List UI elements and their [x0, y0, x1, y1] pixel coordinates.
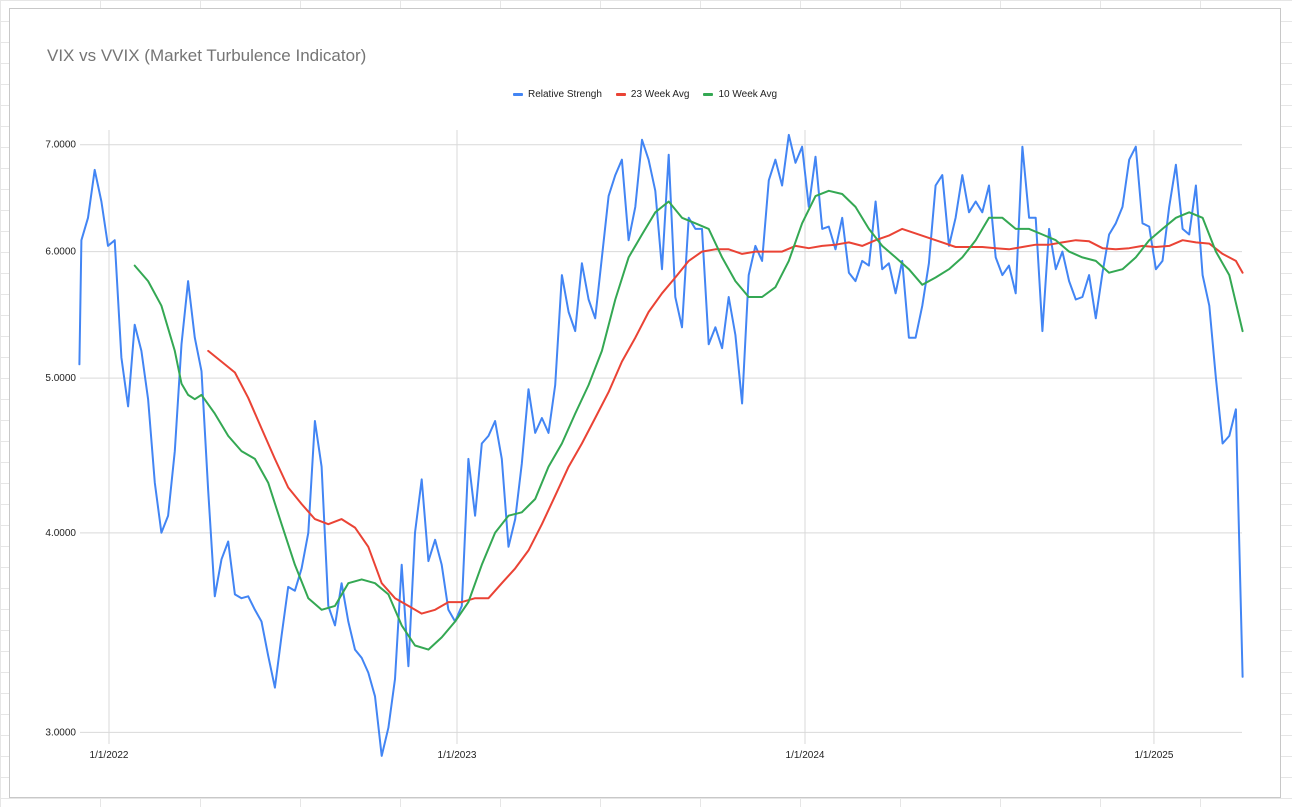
y-tick-label: 4.0000	[45, 528, 76, 539]
series-line-23-week-avg	[207, 227, 1244, 615]
legend-item-relative-strength: Relative Strengh	[512, 89, 602, 100]
x-tick-label: 1/1/2024	[786, 750, 825, 761]
chart-title: VIX vs VVIX (Market Turbulence Indicator…	[47, 46, 367, 65]
y-tick-label: 5.0000	[45, 373, 76, 384]
legend-item-23-week-avg: 23 Week Avg	[615, 89, 690, 100]
legend-swatch-10-week-avg	[703, 93, 714, 96]
chart-plot: 3.0000 4.0000 5.0000 6.0000 7.0000 1/1/2022 1/…	[45, 130, 1244, 761]
y-tick-label: 3.0000	[45, 727, 76, 738]
series-line-10-week-avg	[133, 189, 1244, 651]
legend-swatch-relative-strength	[512, 93, 523, 96]
y-tick-label: 7.0000	[45, 140, 76, 151]
x-tick-label: 1/1/2023	[438, 750, 477, 761]
series-line-relative-strength	[78, 133, 1244, 757]
x-tick-label: 1/1/2022	[90, 750, 129, 761]
legend-label-10-week-avg: 10 Week Avg	[718, 89, 778, 100]
chart-legend: Relative Strengh 23 Week Avg 10 Week Avg	[10, 89, 1280, 100]
legend-label-relative-strength: Relative Strengh	[527, 89, 602, 100]
legend-label-23-week-avg: 23 Week Avg	[630, 89, 690, 100]
legend-swatch-23-week-avg	[615, 93, 626, 96]
legend-item-10-week-avg: 10 Week Avg	[703, 89, 777, 100]
x-tick-label: 1/1/2025	[1134, 750, 1173, 761]
chart-card: VIX vs VVIX (Market Turbulence Indicator…	[9, 8, 1281, 798]
y-tick-label: 6.0000	[45, 247, 76, 258]
